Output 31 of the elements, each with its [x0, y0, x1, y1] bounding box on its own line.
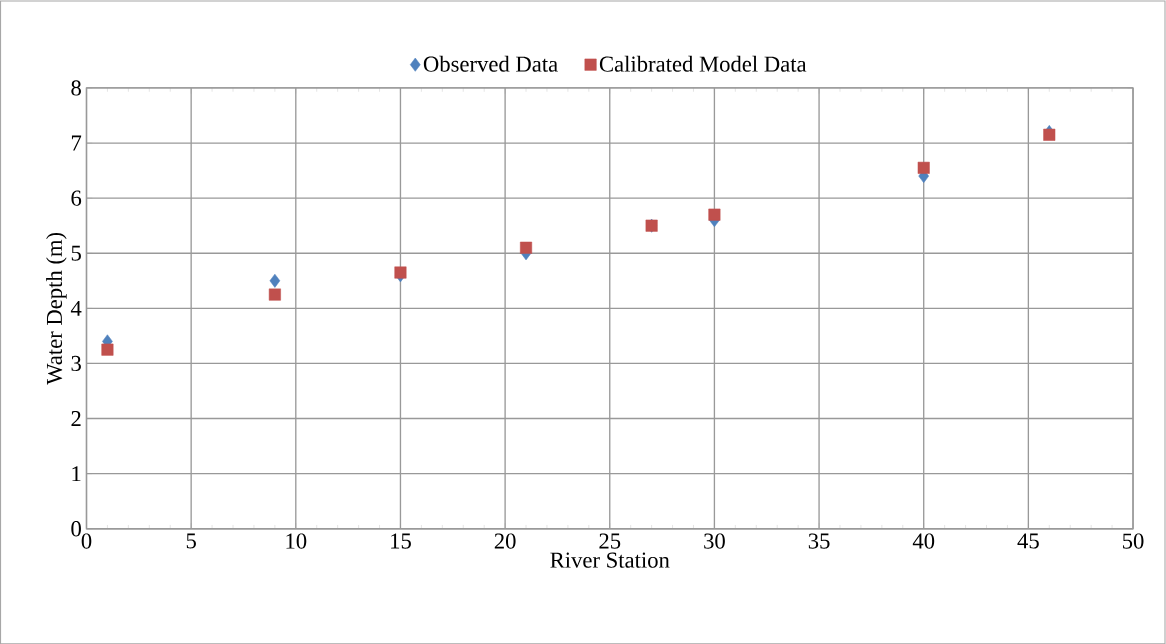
y-tick-label: 4: [70, 300, 82, 316]
point: [917, 161, 930, 174]
x-tick-label: 35: [808, 533, 830, 549]
y-tick-label: 5: [71, 245, 81, 261]
x-tick-label: 5: [186, 533, 196, 549]
x-tick-label: 45: [1017, 533, 1039, 549]
point: [101, 343, 114, 356]
y-tick-label: 6: [71, 190, 82, 206]
y-tick-label: 1: [72, 466, 81, 482]
x-tick-label: 10: [286, 533, 307, 549]
x-axis-title: River Station: [550, 552, 670, 568]
point: [708, 208, 721, 221]
x-tick-label: 30: [704, 533, 725, 549]
x-tick-label: 20: [494, 533, 516, 549]
x-tick-label: 50: [1123, 533, 1144, 549]
x-tick-label: 40: [912, 533, 935, 549]
y-tick-label: 7: [71, 135, 82, 151]
y-tick-label: 0: [71, 520, 81, 537]
legend-label: Calibrated Model Data: [599, 55, 807, 72]
x-tick-label: 25: [599, 533, 621, 549]
point: [394, 266, 407, 279]
y-tick-label: 3: [71, 355, 81, 371]
y-tick-label: 8: [71, 80, 81, 96]
point: [269, 273, 281, 288]
y-tick-label: 2: [71, 410, 81, 426]
x-tick-label: 0: [81, 533, 92, 549]
y-axis-title: Water Depth (m): [46, 232, 67, 385]
x-tick-label: 15: [391, 533, 411, 549]
legend-label: Observed Data: [423, 55, 558, 72]
point: [268, 288, 281, 301]
point: [520, 241, 533, 254]
